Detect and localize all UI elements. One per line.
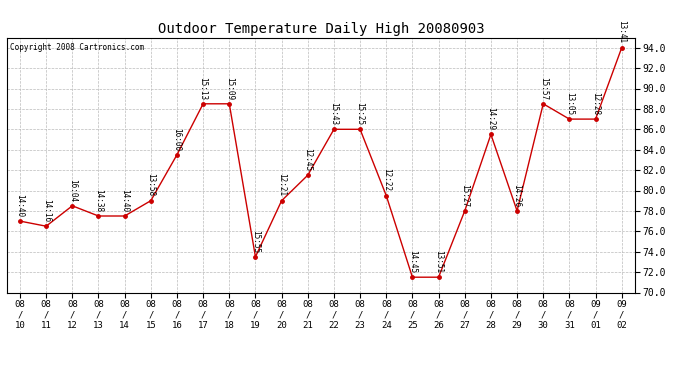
Text: 12:22: 12:22 [382,168,391,191]
Text: 12:21: 12:21 [277,173,286,196]
Text: 15:55: 15:55 [251,230,260,253]
Text: 14:16: 14:16 [41,199,50,222]
Text: 15:43: 15:43 [329,102,338,125]
Text: Copyright 2008 Cartronics.com: Copyright 2008 Cartronics.com [10,43,144,52]
Text: 15:57: 15:57 [539,76,548,100]
Text: 14:29: 14:29 [486,107,495,130]
Text: 12:28: 12:28 [591,92,600,115]
Text: 16:04: 16:04 [68,178,77,202]
Text: 15:25: 15:25 [355,102,364,125]
Text: 15:09: 15:09 [225,76,234,100]
Text: 13:51: 13:51 [434,250,443,273]
Text: 15:13: 15:13 [199,76,208,100]
Text: 16:00: 16:00 [172,128,181,151]
Text: 14:40: 14:40 [120,189,129,212]
Title: Outdoor Temperature Daily High 20080903: Outdoor Temperature Daily High 20080903 [157,22,484,36]
Text: 15:27: 15:27 [460,184,469,207]
Text: 13:05: 13:05 [565,92,574,115]
Text: 14:45: 14:45 [408,250,417,273]
Text: 14:38: 14:38 [94,189,103,212]
Text: 13:58: 13:58 [146,173,155,196]
Text: 14:26: 14:26 [513,184,522,207]
Text: 13:41: 13:41 [618,20,627,44]
Text: 12:45: 12:45 [304,148,313,171]
Text: 14:40: 14:40 [15,194,24,217]
